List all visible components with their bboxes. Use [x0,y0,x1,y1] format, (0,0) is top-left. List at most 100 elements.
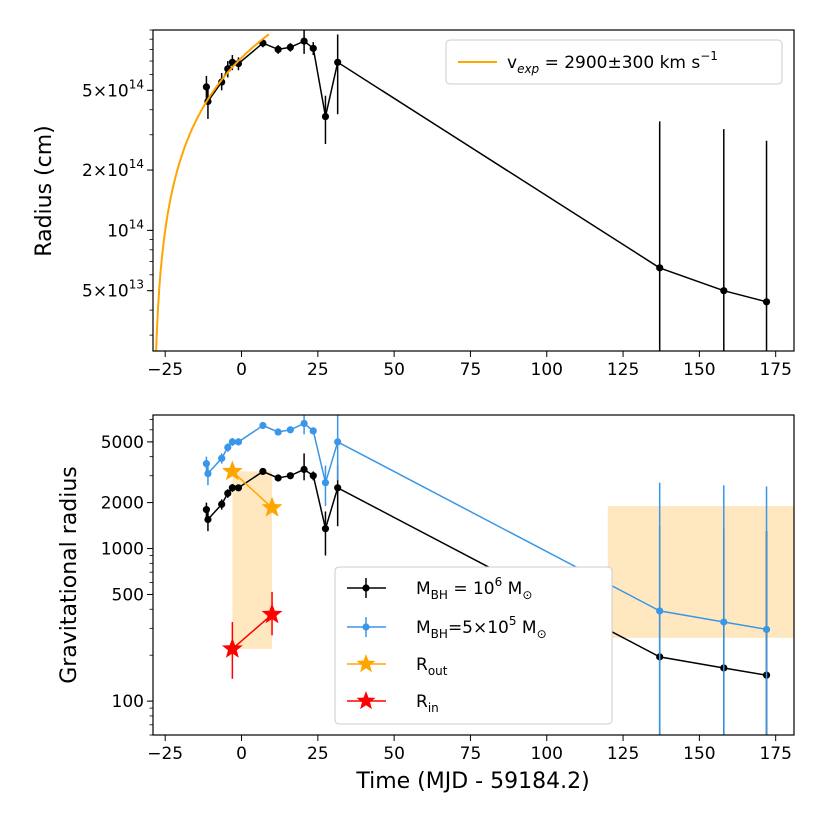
gravitational-series-0-point [218,500,226,508]
radius-series-0-point [309,44,317,52]
time-x-axis-label: Time (MJD - 59184.2) [355,769,589,794]
radius-legend-box [445,39,783,85]
gravitational-series-1-point [321,479,330,487]
radius-y-tick-label: 5×1014 [82,77,144,101]
panel-radius: −25 0 25 50 75 100 125 150 175 5×10142×101410145… [32,29,795,380]
radius-y-axis-label: Radius (cm) [32,125,57,256]
gravitational-series-2-star-point [261,496,283,517]
gravitational-x-tick-label: 125 [607,744,639,764]
gravitational-y-tick-label: 2000 [101,494,144,514]
gravitational-series-1-point [204,469,212,478]
gravitational-x-tick-label: 0 [236,744,247,764]
gravitational-x-tick-label: −25 [147,744,183,764]
legend-entry-0-label: MBH = 106 M⊙ [416,575,532,602]
radius-series-0-point [762,298,771,306]
gravitational-y-tick-label: 5000 [101,433,144,453]
gravitational-series-0-point [300,465,308,474]
gravitational-plot-content [202,415,794,735]
gravitational-series-1-point [656,607,664,615]
gravitational-y-axis-label: Gravitational radius [57,466,82,684]
radius-plot-content [155,30,771,351]
gravitational-x-tick-label: 100 [531,744,563,764]
radius-axes-frame [152,29,795,352]
panel-gravitational: −25 0 25 50 75 100 125 150 175 5000 2000 1000 500 10… [57,414,795,794]
legend-fit-label-sup: −1 [700,49,718,63]
legend-entry-1-label: MBH=5×105 M⊙ [416,614,547,641]
radius-x-tick-label: 150 [683,360,715,380]
gravitational-legend-box [334,566,613,725]
gravitational-series-1-point [334,438,342,446]
radius-series-0-point [202,83,211,91]
gravitational-series-3-star-point [261,603,283,624]
gravitational-x-tick-label: 150 [683,744,715,764]
radius-y-tick-label: 2×1014 [82,157,144,181]
legend-fit-label-rest: = 2900±300 km s [539,53,700,73]
gravitational-plot-area [202,415,794,735]
legend-entry-3-swatch-star [356,691,376,710]
gravitational-legend: MBH = 106 M⊙ MBH=5×105 M⊙ Rout Rin [334,566,613,725]
gravitational-x-tick-label: 50 [383,744,405,764]
legend-entry-2-swatch-star [356,654,376,673]
legend-entry-3-label: Rin [416,692,439,715]
radius-x-tick-label: 100 [531,360,563,380]
gravitational-series-1-point [309,427,317,435]
gravitational-series-0-point [321,525,330,533]
legend-fit-label: vexp = 2900±300 km s−1 [507,49,718,76]
gravitational-series-1-point [202,460,211,468]
gravitational-series-3-line [231,613,273,650]
gravitational-series-2-star-point [221,460,243,481]
radius-x-tick-label: 25 [307,360,329,380]
gravitational-series-0-point [204,515,212,524]
radius-series-0-point [321,112,330,121]
radius-x-tick-label: 175 [759,360,791,380]
gravitational-series-0-point [234,484,243,492]
radius-y-tick-label: 5×1013 [82,278,144,302]
gravitational-x-ticks: −25 0 25 50 75 100 125 150 175 [147,735,792,764]
radius-x-tick-label: 0 [236,360,247,380]
radius-x-tick-label: 125 [607,360,639,380]
legend-fit-label-sub: exp [517,62,539,76]
gravitational-series-3-star-point [221,637,243,658]
gravitational-y-tick-label: 500 [112,585,144,605]
shaded-region-1 [607,505,794,638]
radius-series-0-point [300,37,308,45]
gravitational-series-1-point [224,443,232,451]
gravitational-series-0-point [202,505,211,514]
gravitational-series-1-point [720,618,728,626]
radius-fit-curve [155,33,270,351]
gravitational-x-tick-label: 175 [759,744,791,764]
gravitational-series-1-point [274,428,282,436]
radius-plot-area [155,30,771,351]
gravitational-y-ticks: 5000 2000 1000 500 100 [101,419,153,736]
gravitational-series-1-line [205,422,767,631]
gravitational-series-1-point [218,454,226,462]
gravitational-series-0-point [309,472,317,480]
legend-entry-1-swatch-point [362,623,370,631]
legend-entry-2-label: Rout [416,655,448,678]
legend-entry-0-swatch-point [362,584,370,592]
gravitational-series-0-point [334,484,342,492]
gravitational-series-1-point [259,421,267,430]
gravitational-series-0-point [286,472,294,480]
radius-x-tick-label: −25 [147,360,183,380]
gravitational-series-1-point [228,438,236,446]
radius-x-tick-label: 75 [460,360,482,380]
gravitational-x-tick-label: 25 [307,744,329,764]
radius-series-0-point [720,287,728,295]
gravitational-series-1-point [286,426,294,434]
radius-x-ticks: −25 0 25 50 75 100 125 150 175 [147,351,792,380]
radius-series-0-point [274,45,282,54]
gravitational-series-1-point [762,625,771,634]
legend-fit-label-main: v [507,53,517,73]
gravitational-y-tick-label: 100 [112,692,144,712]
gravitational-series-0-point [224,489,232,497]
gravitational-y-tick-label: 1000 [101,540,144,560]
radius-x-tick-label: 50 [383,360,405,380]
gravitational-series-0-point [274,474,282,482]
radius-y-ticks: 5×1014 2×1014 1014 5×1013 [82,29,153,336]
radius-series-0-point [656,264,664,272]
gravitational-x-tick-label: 75 [460,744,482,764]
radius-series-0-point [286,43,294,51]
gravitational-series-1-point [234,438,243,446]
gravitational-axes-frame [152,414,795,736]
